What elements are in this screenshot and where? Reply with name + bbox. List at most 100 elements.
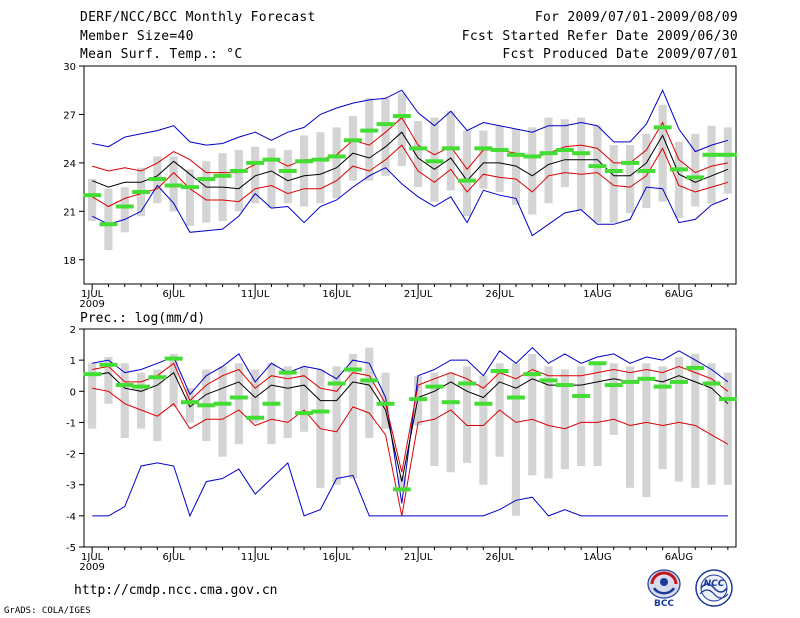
prec-ensemble-box [88, 363, 97, 429]
temp-observed-marker [262, 157, 281, 162]
temp-ensemble-box [446, 111, 455, 191]
temp-observed-marker [686, 175, 705, 180]
temp-ensemble-box [267, 148, 276, 209]
grads-credit: GrADS: COLA/IGES [4, 606, 91, 616]
prec-observed-marker [343, 367, 362, 372]
prec-x-tick-label: 26JUL [485, 552, 514, 563]
prec-observed-marker [506, 395, 525, 400]
temp-ensemble-box [462, 130, 472, 217]
prec-observed-marker [148, 375, 167, 380]
prec-observed-marker [83, 372, 102, 377]
prec-observed-marker [604, 383, 623, 388]
temp-observed-marker [539, 151, 558, 156]
temp-mean-minus-sd-line [91, 144, 729, 208]
prec-observed-marker [262, 401, 281, 406]
prec-ensemble-box [479, 375, 488, 485]
temp-observed-marker [441, 146, 460, 151]
prec-observed-marker [702, 381, 721, 386]
prec-observed-marker [180, 400, 199, 405]
prec-observed-marker [278, 370, 297, 375]
prec-x-tick-label: 1JUL [81, 552, 104, 563]
prec-y-tick-label: 2 [70, 325, 76, 336]
temp-ensemble-box [479, 130, 488, 189]
prec-observed-marker [164, 356, 183, 361]
temp-x-tick-label: 6AUG [665, 289, 693, 300]
temp-observed-marker [99, 222, 118, 227]
forecast-period-label: For 2009/07/01-2009/08/09 [534, 10, 738, 25]
temp-ensemble-box [104, 188, 113, 251]
prec-x-tick-label: 16JUL [322, 552, 351, 563]
ncc-logo-text: NCC [704, 579, 725, 589]
temp-observed-marker [604, 168, 623, 173]
prec-ensemble-box [658, 366, 667, 470]
prec-observed-marker [441, 400, 460, 405]
prec-ensemble-box [365, 347, 374, 438]
prec-ensemble-box [234, 363, 243, 445]
temp-ensemble-box [674, 141, 684, 218]
temp-ensemble-box [593, 125, 602, 223]
prec-ensemble-box [283, 366, 292, 438]
prec-ensemble-box [609, 363, 618, 435]
prec-ensemble-box [104, 357, 113, 404]
temp-ensemble-box [251, 146, 260, 204]
produced-date-label: Fcst Produced Date 2009/07/01 [502, 47, 738, 62]
source-url[interactable]: http://cmdp.ncc.cma.gov.cn [74, 583, 278, 598]
temp-x-tick-label: 6JUL [163, 289, 186, 300]
prec-x-tick-label: 21JUL [404, 552, 433, 563]
temp-y-tick-label: 27 [63, 110, 76, 121]
temp-ensemble-box [365, 98, 374, 181]
prec-observed-marker [539, 378, 558, 383]
temp-observed-marker [718, 152, 737, 157]
prec-ensemble-box [674, 357, 684, 482]
temp-x-year-label: 2009 [79, 299, 104, 310]
prec-ensemble-box [544, 366, 553, 479]
prec-ensemble-box [185, 388, 195, 423]
prec-observed-marker [392, 487, 411, 492]
temp-observed-marker [246, 160, 265, 165]
prec-ensemble-box [625, 366, 635, 488]
prec-mean-minus-sd-line [92, 387, 729, 516]
bcc-logo-text: BCC [654, 599, 674, 608]
prec-ensemble-box [169, 353, 178, 407]
prec-ensemble-box [511, 363, 521, 516]
temp-observed-marker [588, 164, 607, 169]
temp-observed-marker [409, 146, 428, 151]
temp-observed-marker [213, 173, 232, 178]
prec-observed-marker [295, 411, 314, 416]
temp-observed-marker [132, 189, 151, 194]
temp-observed-marker [669, 167, 688, 172]
temp-observed-marker [360, 128, 379, 133]
temp-x-tick-label: 26JUL [485, 289, 514, 300]
temp-y-tick-label: 18 [63, 256, 76, 267]
bcc-logo-icon: BCC [647, 569, 681, 608]
prec-y-tick-label: 1 [70, 356, 76, 367]
prec-ensemble-box [560, 369, 569, 470]
temp-observed-marker [702, 152, 721, 157]
temp-ensemble-box [185, 169, 195, 226]
temp-observed-marker [425, 159, 444, 164]
prec-observed-marker [588, 361, 607, 366]
prec-observed-marker [653, 384, 672, 389]
prec-observed-marker [490, 369, 509, 374]
temp-ensemble-box [511, 128, 521, 205]
temp-observed-marker [164, 183, 183, 188]
temp-ensemble-box [202, 161, 211, 223]
temp-observed-marker [392, 114, 411, 119]
prec-ensemble-box [528, 353, 537, 476]
prec-ensemble-box [691, 353, 700, 488]
temp-ensemble-box [381, 98, 390, 176]
prec-x-tick-label: 6JUL [163, 552, 186, 563]
prec-y-tick-label: -3 [66, 481, 76, 492]
temp-observed-marker [229, 168, 248, 173]
prec-observed-marker [458, 381, 477, 386]
prec-ensemble-box [299, 366, 309, 432]
temp-observed-marker [621, 160, 640, 165]
prec-ensemble-box [381, 372, 390, 429]
prec-ensemble-box [332, 366, 341, 485]
prec-y-tick-label: -5 [66, 543, 76, 554]
temp-ensemble-box [691, 133, 700, 207]
temp-ensemble-box [283, 149, 292, 204]
temp-ensemble-box [577, 117, 586, 210]
prec-panel-title: Prec.: log(mm/d) [80, 311, 205, 326]
